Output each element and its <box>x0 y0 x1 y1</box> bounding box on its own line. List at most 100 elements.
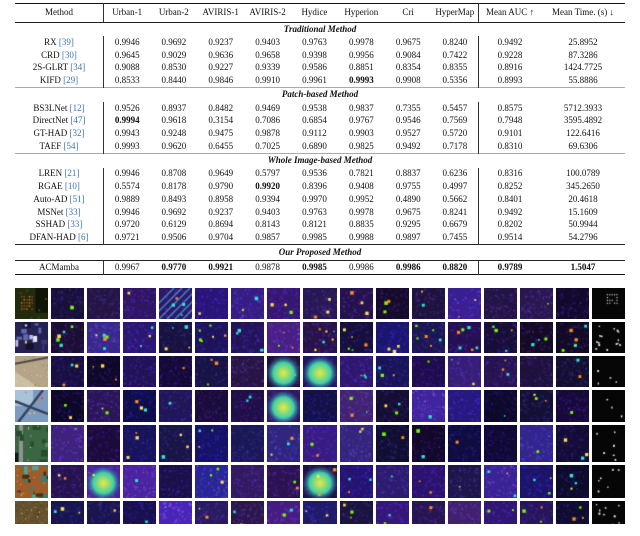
scene-image <box>15 321 49 353</box>
value-cell: 1424.7725 <box>563 62 603 73</box>
citation-link[interactable]: [10] <box>62 181 80 191</box>
method-name: SSHAD <box>35 219 66 230</box>
value-cell: 0.5720 <box>431 127 479 141</box>
detection-map-rgae <box>375 287 409 319</box>
figure-row-cri <box>15 500 625 524</box>
value-cell: 0.7086 <box>255 115 280 126</box>
value-cell: 0.8240 <box>431 36 479 49</box>
ground-truth-image <box>591 500 625 524</box>
detection-map-rgae <box>375 389 409 422</box>
table-row: 2S-GLRT [34] 0.9088 0.8530 0.9227 0.9339 0.95… <box>15 61 625 75</box>
value-cell: 0.9790 <box>208 181 234 191</box>
detection-map-msnet <box>447 287 481 319</box>
citation-link[interactable]: [12] <box>67 102 85 113</box>
detection-map-kifd <box>159 355 193 387</box>
method-name-cell: SSHAD [33] <box>15 218 104 232</box>
citation-link[interactable]: [30] <box>59 49 77 60</box>
value-cell: 0.9986 <box>385 260 432 274</box>
detection-map-lren <box>339 355 373 387</box>
method-name-cell: BS3LNet [12] <box>15 101 104 115</box>
detection-map-dfan-had <box>519 464 553 498</box>
table-row: DirectNet [47] 0.9994 0.9618 0.3154 0.7086 0.… <box>15 114 625 128</box>
detection-map-rgae <box>375 500 409 524</box>
detection-map-2s-glrt <box>123 287 157 319</box>
method-name: KIFD <box>39 75 61 86</box>
detection-map-crd <box>87 355 121 387</box>
citation-link[interactable]: [47] <box>68 115 86 126</box>
value-cell: 0.9408 <box>348 181 374 191</box>
citation-link[interactable]: [39] <box>56 36 74 47</box>
detection-map-bs3lnet <box>195 355 229 387</box>
detection-map-lren <box>339 424 373 462</box>
scene-image <box>15 389 49 422</box>
value-cell: 0.9227 <box>208 62 234 73</box>
citation-link[interactable]: [33] <box>65 219 83 230</box>
value-cell: 0.8820 <box>431 260 479 275</box>
value-cell: 0.6129 <box>161 219 187 230</box>
method-name-cell: DirectNet [47] <box>15 114 104 128</box>
column-header: HyperMap <box>431 3 479 23</box>
citation-link[interactable]: [34] <box>68 62 86 73</box>
detection-map-kifd <box>159 424 193 462</box>
value-cell: 0.4997 <box>431 180 479 194</box>
ground-truth-image <box>591 464 625 498</box>
detection-map-crd <box>87 321 121 353</box>
value-cell: 0.8401 <box>497 193 523 204</box>
value-cell: 0.9620 <box>161 140 187 151</box>
value-cell: 0.7455 <box>431 231 479 245</box>
detection-map-taef <box>303 464 337 498</box>
value-cell: 0.9956 <box>348 49 374 60</box>
detection-map-rgae <box>375 355 409 387</box>
value-cell: 0.7178 <box>431 140 479 154</box>
column-header: AVIRIS-2 <box>244 3 291 23</box>
value-cell: 0.8694 <box>208 219 234 230</box>
value-cell: 0.9295 <box>395 219 421 230</box>
value-cell: 0.9636 <box>208 49 234 60</box>
method-name-cell: TAEF [54] <box>15 140 104 154</box>
value-cell: 5712.3933 <box>563 102 603 113</box>
value-cell: 0.9469 <box>255 102 280 113</box>
table-row: MSNet [33] 0.9946 0.9692 0.9237 0.9403 0.9763… <box>15 205 625 219</box>
value-cell: 0.9878 <box>255 261 280 272</box>
best-value: 0.9920 <box>255 181 280 191</box>
value-cell: 0.9889 <box>114 193 140 204</box>
column-header: Mean Time. (s) ↓ <box>541 3 625 23</box>
value-cell: 54.2796 <box>568 232 598 243</box>
section-header-row: Traditional Method <box>15 22 625 36</box>
detection-map-crd <box>87 424 121 462</box>
table-row: LREN [21] 0.9946 0.8708 0.9649 0.5797 0.9536 0… <box>15 167 625 181</box>
detection-map-taef <box>303 355 337 387</box>
value-cell: 20.4618 <box>568 193 598 204</box>
column-header: Cri <box>384 3 432 23</box>
citation-link[interactable]: [29] <box>60 75 79 86</box>
value-cell: 0.9029 <box>161 49 187 60</box>
citation-link[interactable]: [33] <box>63 206 81 217</box>
citation-link[interactable]: [6] <box>75 232 89 243</box>
detection-map-dfan-had <box>519 424 553 462</box>
detection-map-bs3lnet <box>195 287 229 319</box>
value-cell: 0.9993 <box>114 140 140 151</box>
detection-map-acmamba <box>555 389 589 422</box>
citation-link[interactable]: [54] <box>61 140 79 151</box>
table-row: RX [39] 0.9946 0.9692 0.9237 0.9403 0.9763 0.9… <box>15 36 625 49</box>
value-cell: 0.9970 <box>302 193 327 204</box>
value-cell: 0.9789 <box>479 260 542 274</box>
value-cell: 25.8952 <box>568 36 598 47</box>
detection-map-msnet <box>447 355 481 387</box>
value-cell: 0.8708 <box>161 168 187 179</box>
table-row: ACMamba 0.9967 0.9770 0.9921 0.9878 0.9985 0.9… <box>15 260 625 275</box>
value-cell: 0.9978 <box>348 36 374 47</box>
value-cell: 0.8316 <box>497 168 523 179</box>
detection-map-auto-ad <box>411 500 445 524</box>
detection-maps-figure <box>15 287 625 524</box>
detection-map-gt-had <box>267 389 301 422</box>
citation-link[interactable]: [21] <box>62 168 80 179</box>
value-cell: 0.9618 <box>161 115 187 126</box>
citation-link[interactable]: [51] <box>67 193 85 204</box>
citation-link[interactable]: [32] <box>67 128 85 139</box>
detection-map-2s-glrt <box>123 464 157 498</box>
detection-map-lren <box>339 287 373 319</box>
value-cell: 0.6854 <box>302 115 327 126</box>
table-row: BS3LNet [12] 0.9526 0.8937 0.8482 0.9469 0.95… <box>15 101 625 115</box>
detection-map-msnet <box>447 424 481 462</box>
